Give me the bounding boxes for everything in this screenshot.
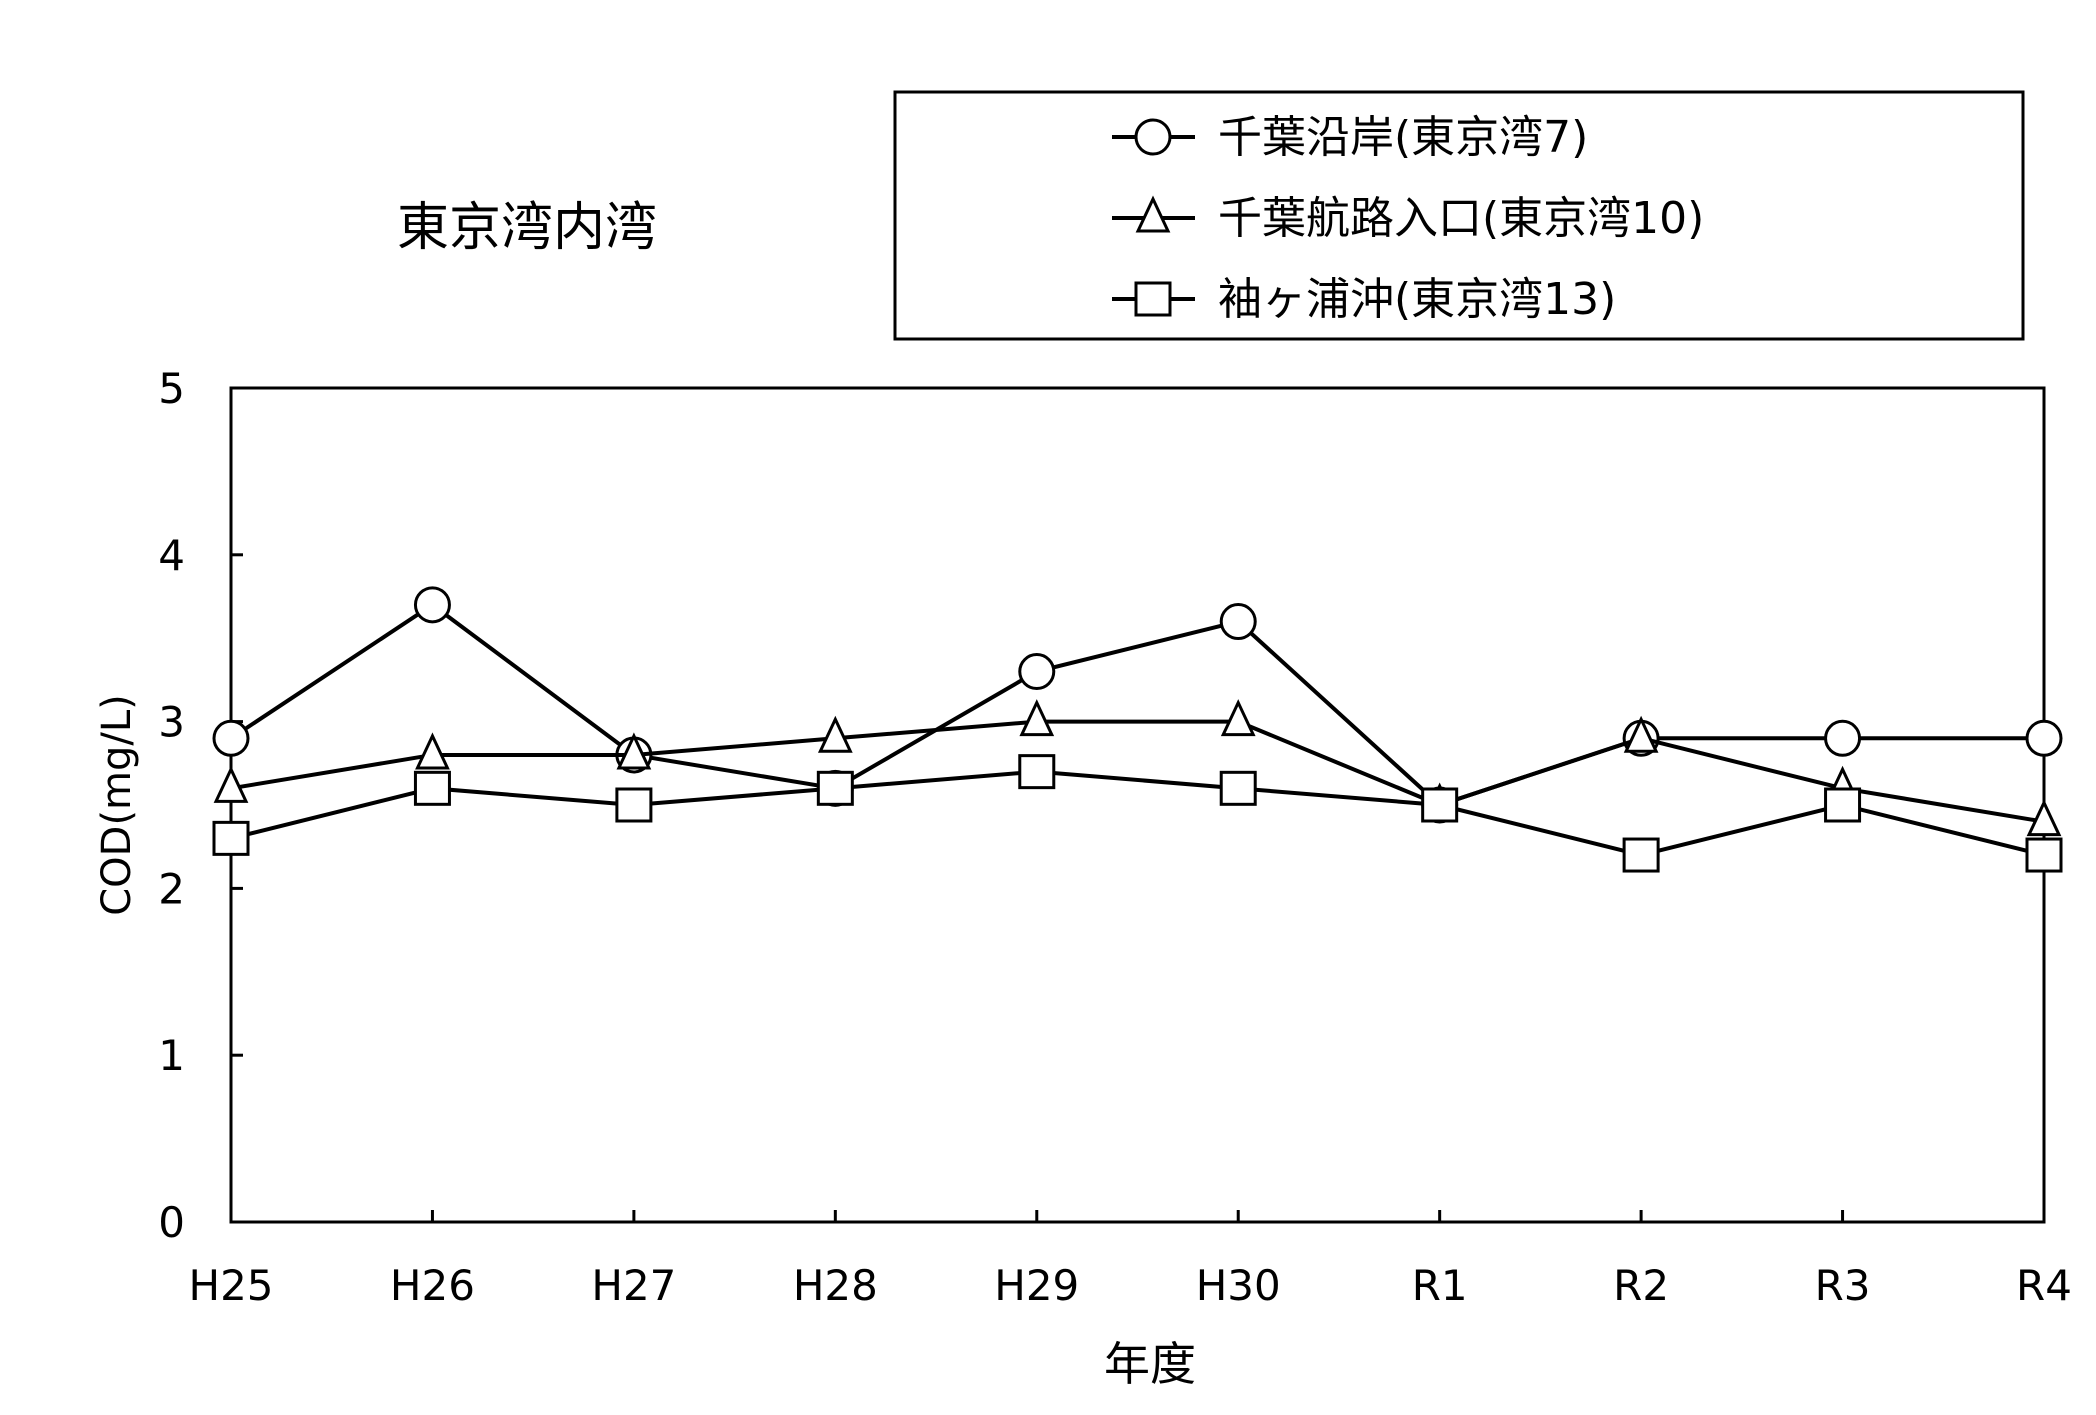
data-point	[212, 820, 250, 856]
legend-item: 袖ヶ浦沖(東京湾13)	[1112, 274, 1616, 325]
data-point	[212, 719, 250, 757]
legend-box	[893, 90, 2025, 341]
y-tick-label: 4	[158, 531, 185, 580]
x-tick-label: R4	[2016, 1261, 2072, 1310]
data-point	[817, 715, 853, 753]
legend: 千葉沿岸(東京湾7) 千葉航路入口(東京湾10) 袖ヶ浦沖(東京湾13)	[1112, 112, 1704, 325]
data-point	[1824, 719, 1862, 757]
legend-label: 千葉航路入口(東京湾10)	[1218, 193, 1704, 244]
y-tick-label: 3	[158, 698, 185, 747]
y-tick-label: 2	[158, 864, 185, 913]
x-tick-label: H26	[390, 1261, 475, 1310]
data-point	[1219, 603, 1257, 641]
y-tick-label: 1	[158, 1031, 185, 1080]
data-point	[1219, 770, 1257, 806]
legend-label: 千葉沿岸(東京湾7)	[1218, 112, 1588, 163]
series-line	[229, 602, 2044, 808]
x-tick-label: R3	[1815, 1261, 1871, 1310]
data-point	[616, 732, 652, 770]
x-tick-label: R2	[1613, 1261, 1669, 1310]
legend-marker	[1134, 281, 1172, 317]
legend-label: 袖ヶ浦沖(東京湾13)	[1218, 274, 1616, 325]
x-tick-label: R1	[1412, 1261, 1468, 1310]
data-point	[1220, 699, 1256, 737]
data-point	[413, 770, 451, 806]
data-point	[2025, 719, 2063, 757]
y-tick-label: 5	[158, 364, 185, 413]
series-circle	[212, 586, 2063, 824]
x-tick-label: H29	[994, 1261, 1079, 1310]
data-point	[413, 586, 451, 624]
data-point	[415, 732, 450, 770]
series-square	[212, 754, 2063, 873]
x-tick-label: H30	[1196, 1261, 1281, 1310]
data-point	[1019, 699, 1055, 737]
data-point	[2026, 799, 2062, 837]
chart-title: 東京湾内湾	[397, 198, 657, 258]
data-point	[1421, 787, 1459, 823]
data-point	[816, 770, 854, 806]
legend-item: 千葉沿岸(東京湾7)	[1112, 112, 1588, 163]
y-tick-label: 0	[158, 1198, 185, 1247]
x-tick-label: H27	[591, 1261, 676, 1310]
data-point	[1623, 715, 1659, 753]
x-axis: H25 H26 H27 H28 H29 H30 R1 R2 R3 R4	[188, 1210, 2072, 1310]
x-axis-label: 年度	[1104, 1337, 1196, 1391]
data-point	[213, 765, 249, 803]
legend-item: 千葉航路入口(東京湾10)	[1112, 193, 1704, 244]
series-triangle	[213, 699, 2062, 837]
series-group	[212, 586, 2063, 873]
legend-marker	[1135, 195, 1171, 233]
legend-marker	[1134, 118, 1172, 156]
data-point	[1622, 837, 1660, 873]
data-point	[1824, 787, 1862, 823]
y-axis-label: COD(mg/L)	[94, 694, 140, 916]
x-tick-label: H25	[188, 1261, 273, 1310]
series-line	[230, 769, 2045, 858]
data-point	[1018, 754, 1056, 790]
plot-area	[229, 386, 2046, 1224]
data-point	[2025, 837, 2063, 873]
data-point	[1018, 653, 1056, 691]
data-point	[615, 787, 653, 823]
series-line	[230, 719, 2045, 824]
x-tick-label: H28	[793, 1261, 878, 1310]
